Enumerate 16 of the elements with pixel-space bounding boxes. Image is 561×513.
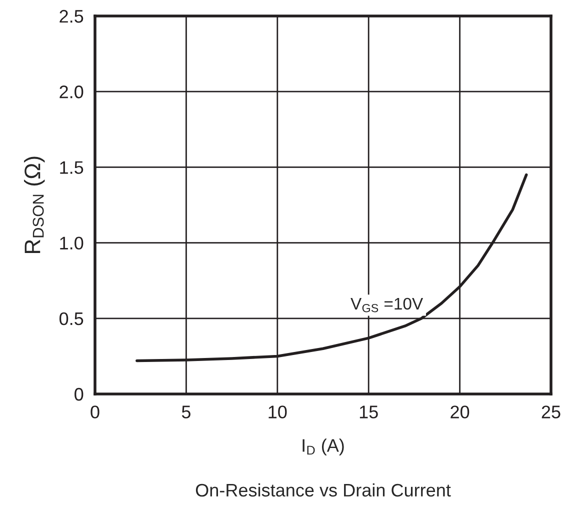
x-tick-label: 20 [450, 406, 470, 418]
x-tick-label: 5 [182, 406, 190, 418]
x-tick-label: 25 [542, 406, 560, 418]
y-tick-label: 1.5 [60, 161, 84, 174]
x-tick-label: 10 [268, 406, 287, 418]
text: On-Resistance vs Drain Current [196, 483, 451, 497]
x-tick-label: 15 [360, 406, 378, 418]
annotation: V$_{GS}$ =10V [350, 298, 424, 312]
x-tick-label: 0 [90, 406, 100, 418]
y-tick-label: 2.5 [60, 10, 84, 23]
y-tick-label: 2.0 [60, 86, 84, 98]
y-tick-label: 0 [74, 388, 84, 401]
y-axis-title: R$_{DSON}$ (Ω) [24, 156, 45, 253]
y-tick-label: 0.5 [59, 312, 84, 326]
y-tick-label: 1.0 [60, 236, 84, 250]
x-axis-title: I$_{D}$ (A) [302, 438, 344, 456]
